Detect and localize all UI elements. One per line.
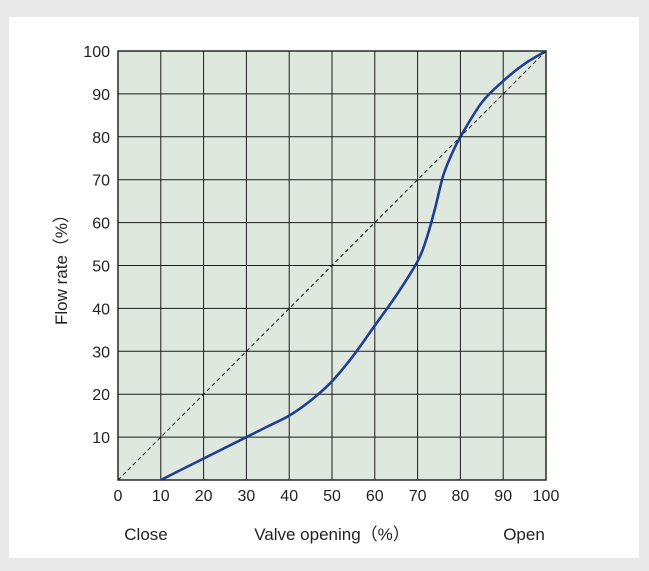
x-tick-label: 50 (323, 488, 341, 505)
grid (117, 50, 547, 481)
x-tick-label: 70 (409, 488, 427, 505)
plot-frame (117, 50, 547, 481)
y-tick-label: 80 (92, 130, 110, 147)
x-tick-label: 20 (195, 488, 213, 505)
linear-reference-line (117, 50, 547, 481)
x-tick-label: 0 (114, 488, 123, 505)
x-axis-title: Valve opening（%） (254, 525, 410, 544)
y-tick-label: 10 (92, 430, 110, 447)
x-tick-label: 90 (494, 488, 512, 505)
y-tick-label: 20 (92, 387, 110, 404)
y-tick-label: 70 (92, 173, 110, 190)
y-tick-labels: 10 20 30 40 50 60 70 80 90 100 (83, 44, 110, 447)
x-axis-left-end-label: Close (124, 525, 167, 544)
x-tick-labels: 0 10 20 30 40 50 60 70 80 90 100 (114, 488, 560, 505)
x-tick-label: 40 (280, 488, 298, 505)
x-axis-right-end-label: Open (503, 525, 545, 544)
y-tick-label: 100 (83, 44, 110, 61)
y-tick-label: 50 (92, 259, 110, 276)
y-tick-label: 60 (92, 216, 110, 233)
x-tick-label: 60 (366, 488, 384, 505)
series-layer (117, 49, 547, 482)
x-tick-label: 30 (238, 488, 256, 505)
x-tick-label: 80 (452, 488, 470, 505)
y-tick-label: 90 (92, 87, 110, 104)
x-tick-label: 100 (533, 488, 560, 505)
y-axis-title: Flow rate（%） (52, 206, 71, 325)
y-tick-label: 30 (92, 344, 110, 361)
x-tick-label: 10 (152, 488, 170, 505)
flow-characteristic-curve (160, 49, 547, 482)
y-tick-label: 40 (92, 301, 110, 318)
